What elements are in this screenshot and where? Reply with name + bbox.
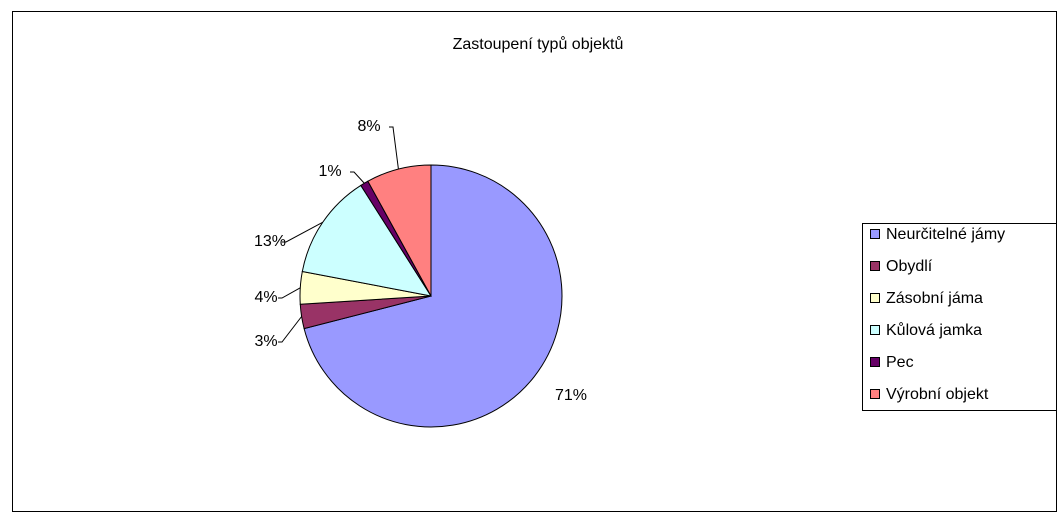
- legend-label: Zásobní jáma: [886, 290, 983, 307]
- data-label: 8%: [357, 118, 380, 135]
- legend-swatch: [870, 261, 880, 271]
- legend-swatch: [870, 229, 880, 239]
- pie-slice: [303, 164, 563, 428]
- legend-swatch: [870, 357, 880, 367]
- leader-line: [282, 221, 323, 243]
- data-label: 1%: [318, 163, 341, 180]
- legend-label: Výrobní objekt: [886, 386, 989, 403]
- legend-label: Pec: [886, 354, 914, 371]
- data-label: 3%: [254, 333, 277, 350]
- legend-swatch: [870, 325, 880, 335]
- pie-slice: [301, 184, 433, 297]
- data-label: 13%: [254, 233, 286, 250]
- legend-swatch: [870, 293, 880, 303]
- pie-slice: [367, 164, 432, 297]
- data-label: 71%: [555, 387, 587, 404]
- leader-line: [350, 171, 365, 184]
- leader-line: [278, 316, 303, 343]
- data-label: 4%: [254, 289, 277, 306]
- legend-label: Obydlí: [886, 258, 933, 275]
- legend-box: [862, 223, 1057, 411]
- leader-line: [389, 126, 399, 170]
- legend-label: Kůlová jamka: [886, 321, 982, 339]
- chart-title: Zastoupení typů objektů: [453, 35, 624, 53]
- legend-label: Neurčitelné jámy: [886, 226, 1005, 243]
- legend-swatch: [870, 389, 880, 399]
- leader-line: [278, 287, 301, 299]
